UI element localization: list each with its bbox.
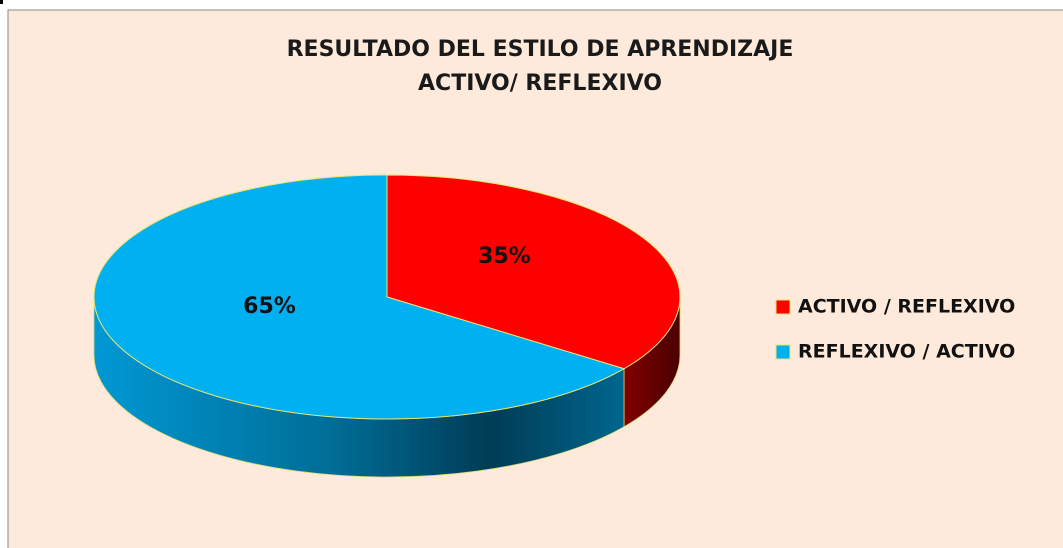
- legend-label: REFLEXIVO / ACTIVO: [798, 341, 1015, 363]
- chart-title: RESULTADO DEL ESTILO DE APRENDIZAJE: [287, 37, 794, 62]
- legend-label: ACTIVO / REFLEXIVO: [798, 296, 1015, 318]
- pie-slice: [386, 174, 681, 370]
- pie-slice: [93, 174, 626, 420]
- chart-title: ACTIVO/ REFLEXIVO: [418, 71, 662, 96]
- legend-swatch: [775, 344, 791, 360]
- data-label: 35%: [478, 244, 531, 269]
- data-label: 65%: [243, 294, 296, 319]
- legend-swatch: [775, 299, 791, 315]
- corner-dot: [0, 0, 3, 4]
